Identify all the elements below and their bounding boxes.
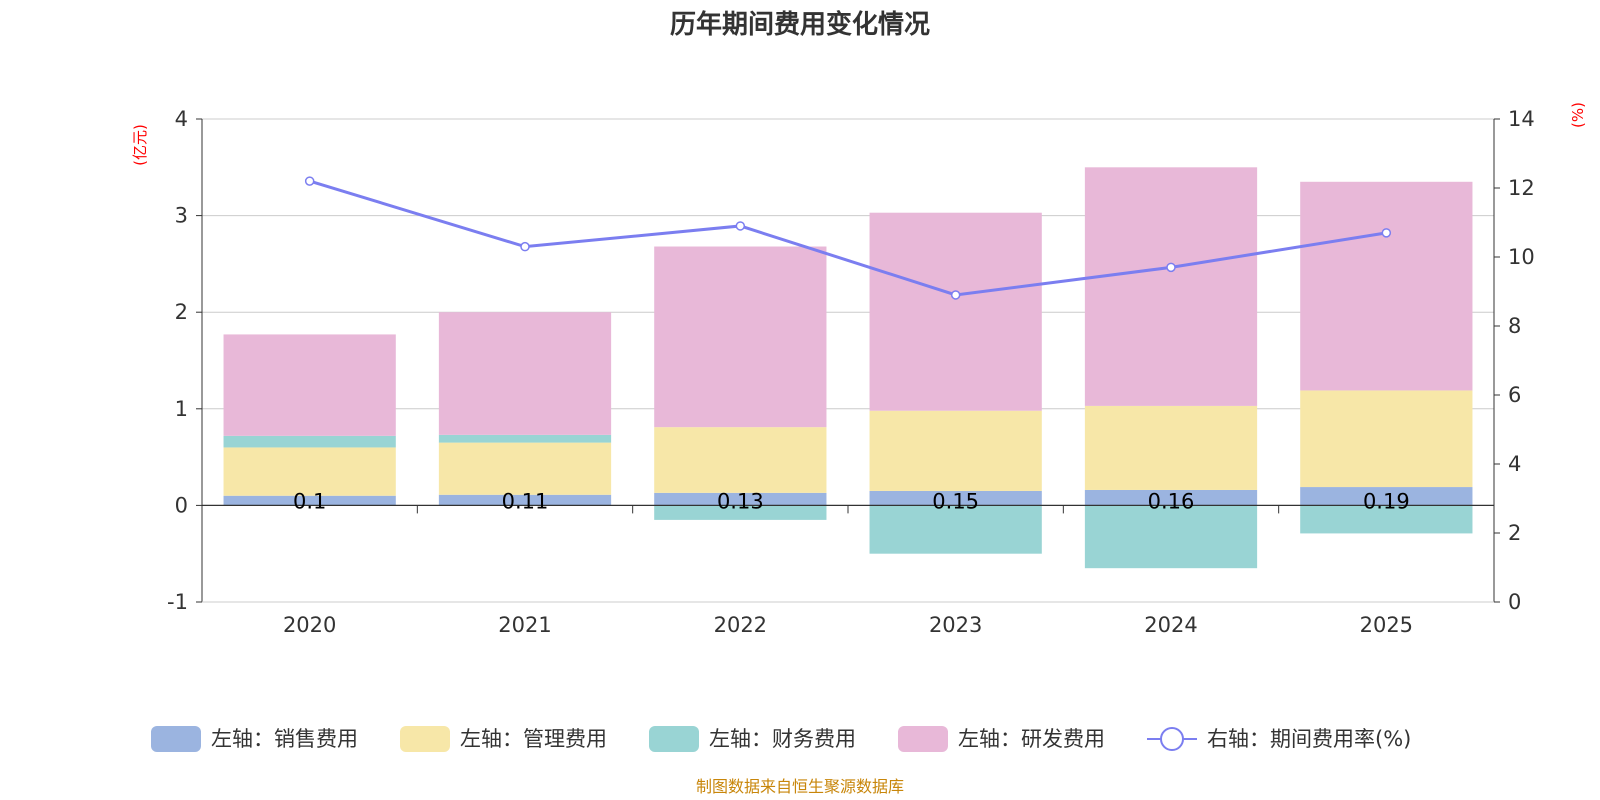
right-axis-tick-label: 10 [1508,245,1535,269]
bar-segment [1084,489,1258,506]
bar-segment [1084,405,1258,490]
right-axis-tick-label: 6 [1508,383,1521,407]
right-axis-tick-label: 0 [1508,590,1521,614]
right-axis-tick-label: 2 [1508,521,1521,545]
rate-line-point [304,176,315,186]
bar-series [223,167,1473,569]
legend: 左轴：销售费用 左轴：管理费用 左轴：财务费用 左轴：研发费用 右轴：期间费用率(%) [151,726,1411,752]
left-axis-tick-label: 0 [175,493,188,517]
bar-value-label: 0.15 [932,489,979,513]
x-axis-category-label: 2025 [1360,613,1413,637]
rate-line-point [735,221,746,231]
bar-segment [438,494,612,506]
bar-segment [1084,505,1258,569]
rate-line [309,179,1387,297]
legend-label: 左轴：管理费用 [460,727,607,751]
left-axis-tick-label: 2 [175,300,188,324]
bar-segment [1300,181,1473,391]
rate-line-point [520,241,530,252]
legend-marker [1160,727,1184,751]
bar-segment [438,442,612,495]
bar-segment [1084,167,1258,406]
source-note: 制图数据来自恒生聚源数据库 [696,777,904,796]
data-labels: 0.1 0.11 0.13 0.15 0.16 0.19 [293,489,1410,513]
bar-segment [438,312,612,435]
bar-segment [223,495,396,506]
bar-segment [1300,505,1473,534]
bar-value-label: 0.16 [1148,489,1195,513]
legend-label: 左轴：销售费用 [211,727,358,751]
right-axis-tick-label: 4 [1508,452,1521,476]
legend-label: 右轴：期间费用率(%) [1207,727,1411,751]
x-axis-category-label: 2023 [929,613,982,637]
left-axis-tick-label: 1 [175,397,188,421]
right-axis-tick-label: 8 [1508,314,1521,338]
legend-swatch [400,726,450,752]
bar-segment [654,246,827,428]
legend-label: 左轴：财务费用 [709,727,856,751]
bar-value-label: 0.19 [1363,489,1410,513]
x-axis-category-label: 2020 [283,613,336,637]
legend-swatch [649,726,699,752]
bar-segment [1300,487,1473,506]
rate-line-point [950,290,961,300]
legend-swatch [898,726,948,752]
chart-title: 历年期间费用变化情况 [670,9,930,40]
rate-line-point [1381,228,1392,238]
x-axis-category-label: 2022 [714,613,767,637]
bar-segment [1300,390,1473,488]
bar-segment [438,434,612,443]
right-axis-name: (%) [1569,102,1587,128]
bar-segment [654,492,827,506]
x-axis-category-label: 2021 [498,613,551,637]
bar-value-label: 0.13 [717,489,764,513]
bar-segment [223,435,396,448]
bar-segment [869,505,1042,554]
right-axis-tick-label: 14 [1508,107,1535,131]
left-axis-tick-label: 4 [175,107,188,131]
bar-segment [869,490,1042,506]
bar-segment [869,212,1042,411]
legend-swatch [151,726,201,752]
bar-value-label: 0.11 [502,489,549,513]
left-axis-tick-label: -1 [167,590,188,614]
bar-segment [869,410,1042,491]
bar-segment [223,334,396,436]
bar-segment [223,447,396,496]
left-axis-tick-label: 3 [175,204,188,228]
rate-line-point [1166,262,1176,273]
left-axis-name: (亿元) [131,124,149,166]
x-axis-category-label: 2024 [1144,613,1197,637]
legend-label: 左轴：研发费用 [958,727,1105,751]
bar-segment [654,505,827,520]
bar-value-label: 0.1 [293,489,326,513]
rate-line-series [304,176,1392,300]
right-axis-tick-label: 12 [1508,176,1535,200]
bar-segment [654,427,827,493]
